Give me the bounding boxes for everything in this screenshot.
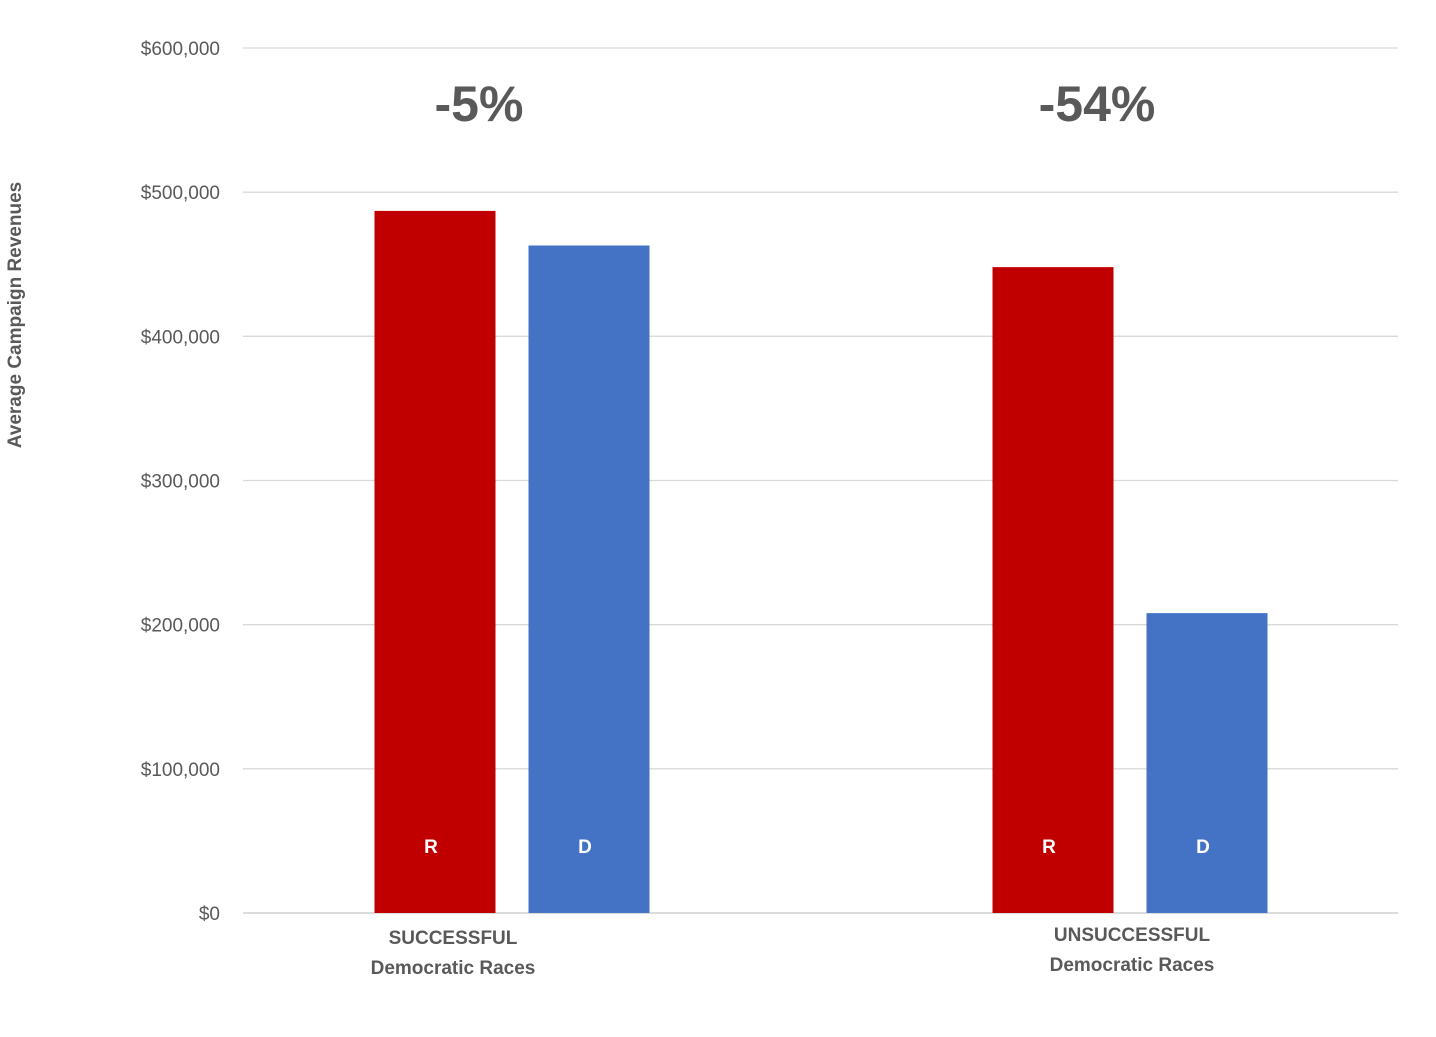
x-category-label-line: SUCCESSFUL (389, 928, 518, 949)
x-category-label: UNSUCCESSFUL Democratic Races (1050, 925, 1215, 976)
bar-d-1 (1146, 613, 1268, 913)
y-tick-label: $600,000 (141, 39, 220, 60)
x-category-label-line: Democratic Races (371, 958, 536, 979)
bar-labels: R RD D (424, 837, 1210, 858)
y-tick-label: $0 (199, 904, 220, 925)
y-tick-label: $100,000 (141, 760, 220, 781)
y-tick-label: $500,000 (141, 183, 220, 204)
y-tick-label: $300,000 (141, 472, 220, 493)
x-category-label: SUCCESSFUL Democratic Races (371, 928, 536, 979)
group-annotations: -5% -54% (435, 76, 1156, 132)
bars (374, 210, 1268, 914)
x-axis-category-labels: SUCCESSFUL Democratic Races UNSUCCESSFUL De… (371, 925, 1215, 979)
bar-r-0 (374, 210, 496, 914)
y-axis-tick-labels: $0 $100,000 $200,000 $300,000 $400,000 $500,0… (141, 39, 220, 925)
y-axis-label: Average Campaign Revenues (5, 182, 26, 448)
bar-series-label: D (1196, 837, 1210, 858)
group-annotation: -54% (1039, 76, 1156, 132)
group-annotation: -5% (435, 76, 524, 132)
y-tick-label: $200,000 (141, 616, 220, 637)
bar-d-0 (528, 245, 650, 914)
bar-series-label: R (424, 837, 438, 858)
x-category-label-line: UNSUCCESSFUL (1054, 925, 1211, 946)
bar-r-1 (992, 267, 1114, 914)
y-tick-label: $400,000 (141, 327, 220, 348)
bar-series-label: R (1042, 837, 1056, 858)
bar-series-label: D (578, 837, 592, 858)
x-category-label-line: Democratic Races (1050, 955, 1215, 976)
